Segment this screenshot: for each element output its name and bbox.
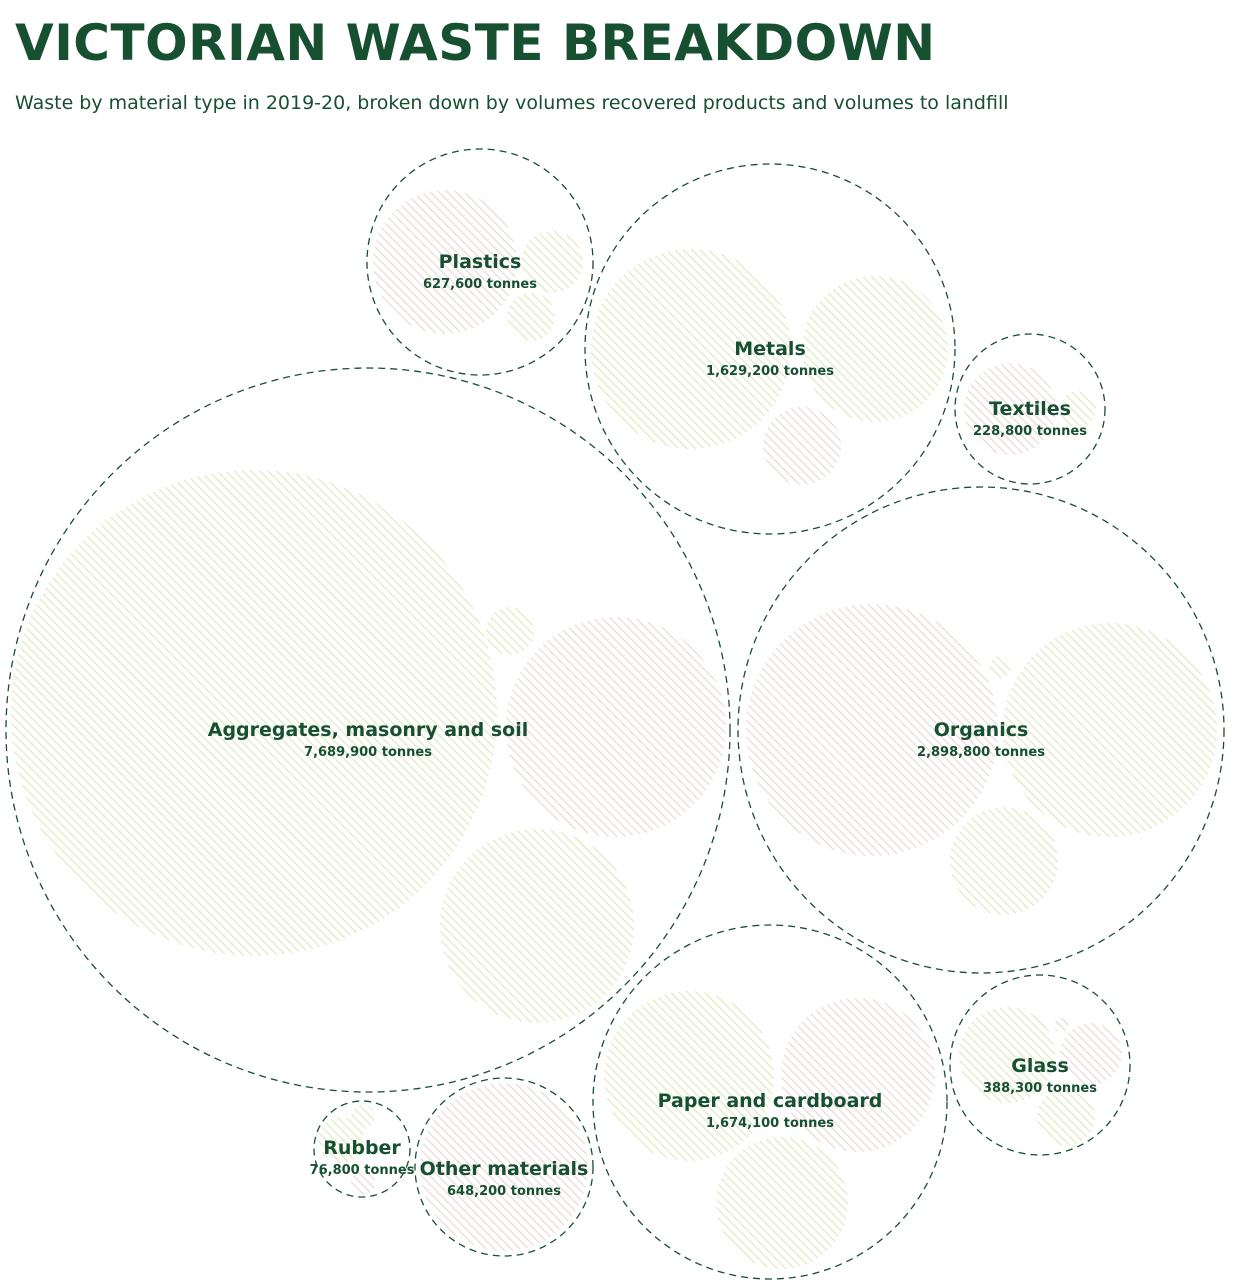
organics-label: Organics [934,719,1029,741]
plastics-label: Plastics [439,251,522,273]
metals-label: Metals [734,338,806,360]
paper-and-cardboard-value-label: 1,674,100 tonnes [706,1116,834,1131]
textiles-outer-bubble[interactable] [954,333,1106,485]
other-materials-landfill-bubble [420,1083,588,1251]
aggregates-masonry-and-soil-recovered-bubble [486,607,534,655]
plastics-outer-bubble[interactable] [366,148,594,376]
other-materials-value-label: 648,200 tonnes [447,1184,561,1199]
paper-and-cardboard-outer-bubble[interactable] [592,924,948,1280]
paper-and-cardboard-landfill-bubble [781,998,935,1152]
aggregates-masonry-and-soil-label: Aggregates, masonry and soil [208,719,529,741]
metals-outer-bubble[interactable] [584,163,956,535]
chart-subtitle: Waste by material type in 2019-20, broke… [15,92,1009,114]
rubber-value-label: 76,800 tonnes [310,1163,415,1178]
organics-recovered-bubble [1003,623,1217,837]
chart-title: VICTORIAN WASTE BREAKDOWN [15,14,936,72]
metals-value-label: 1,629,200 tonnes [706,364,834,379]
textiles-recovered-bubble [1060,391,1096,427]
glass-recovered-bubble [959,1007,1055,1103]
metals-recovered-bubble [802,276,948,422]
aggregates-masonry-and-soil-recovered-bubble [11,470,497,956]
other-materials-outer-bubble[interactable] [414,1077,594,1257]
aggregates-masonry-and-soil-outer-bubble[interactable] [5,367,731,1093]
organics-outer-bubble[interactable] [737,486,1225,974]
rubber-recovered-bubble [318,1117,364,1163]
glass-landfill-bubble [1060,1023,1122,1085]
paper-and-cardboard-recovered-bubble [604,991,774,1161]
aggregates-masonry-and-soil-landfill-bubble [506,617,726,837]
textiles-label: Textiles [989,398,1071,420]
paper-and-cardboard-label: Paper and cardboard [658,1090,883,1112]
glass-outer-bubble[interactable] [949,974,1131,1156]
other-materials-label: Other materials [420,1158,589,1180]
metals-landfill-bubble [763,407,841,485]
glass-landfill-bubble [1054,1018,1068,1032]
metals-recovered-bubble [591,249,791,449]
organics-recovered-bubble [989,656,1011,678]
organics-recovered-bubble [950,807,1058,915]
plastics-recovered-bubble [521,231,583,293]
aggregates-masonry-and-soil-recovered-bubble [440,829,634,1023]
glass-recovered-bubble [1037,1088,1095,1146]
glass-label: Glass [1011,1055,1069,1077]
rubber-landfill-bubble [351,1171,375,1195]
organics-landfill-bubble [746,604,998,856]
textiles-value-label: 228,800 tonnes [973,424,1087,439]
rubber-outer-bubble[interactable] [313,1100,411,1198]
rubber-label: Rubber [323,1137,401,1159]
plastics-landfill-bubble [373,190,517,334]
paper-and-cardboard-recovered-bubble [716,1137,848,1269]
glass-value-label: 388,300 tonnes [983,1081,1097,1096]
textiles-landfill-bubble [964,363,1056,455]
plastics-recovered-bubble [507,293,555,341]
organics-value-label: 2,898,800 tonnes [917,745,1045,760]
plastics-value-label: 627,600 tonnes [423,277,537,292]
rubber-recovered-bubble [351,1105,375,1129]
aggregates-masonry-and-soil-value-label: 7,689,900 tonnes [304,745,432,760]
